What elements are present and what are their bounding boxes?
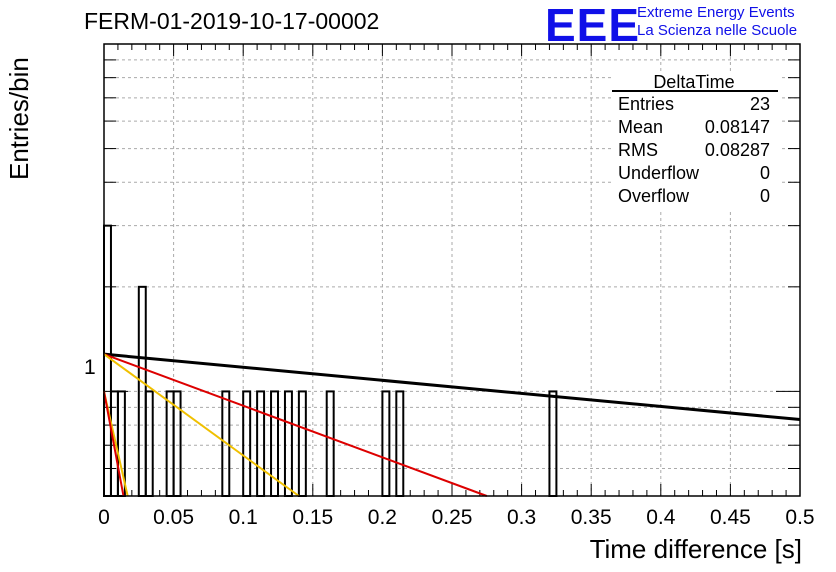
stats-label: Mean: [618, 117, 663, 137]
fit-curve: [103, 353, 488, 497]
fit-curve: [103, 353, 300, 497]
y-axis-label: Entries/bin: [4, 57, 34, 180]
stats-value: 23: [750, 94, 770, 114]
stats-label: Entries: [618, 94, 674, 114]
x-tick-label: 0.25: [432, 506, 473, 529]
logo-caption-line2: La Scienza nelle Scuole: [637, 22, 798, 39]
fit-curve: [103, 391, 125, 497]
x-tick-label: 0.35: [571, 506, 612, 529]
y-tick-label-1: 1: [84, 356, 96, 379]
fit-curve: [103, 352, 801, 422]
plot-frame: [103, 43, 801, 497]
stats-label: Overflow: [618, 186, 690, 206]
stats-label: Underflow: [618, 163, 700, 183]
x-tick-label: 0.15: [292, 506, 333, 529]
stats-box: [612, 72, 780, 212]
stats-value: 0: [760, 186, 770, 206]
x-tick-label: 0.4: [646, 506, 676, 529]
x-tick-label: 0: [98, 506, 110, 529]
x-tick-label: 0.5: [785, 506, 814, 529]
stats-value: 0.08287: [705, 140, 770, 160]
x-tick-label: 0.1: [229, 506, 258, 529]
stats-value: 0.08147: [705, 117, 770, 137]
x-tick-label: 0.2: [368, 506, 397, 529]
x-tick-label: 0.3: [507, 506, 536, 529]
stats-label: RMS: [618, 140, 658, 160]
eee-logo: EEE: [545, 0, 641, 51]
x-tick-label: 0.05: [153, 506, 194, 529]
x-axis-label: Time difference [s]: [589, 534, 802, 564]
logo-caption: Extreme Energy Events La Scienza nelle S…: [637, 4, 797, 40]
plot-title: FERM-01-2019-10-17-00002: [84, 8, 380, 34]
x-tick-label: 0.45: [710, 506, 751, 529]
logo-caption-line1: Extreme Energy Events: [637, 4, 795, 21]
stats-value: 0: [760, 163, 770, 183]
stats-title: DeltaTime: [653, 72, 734, 92]
